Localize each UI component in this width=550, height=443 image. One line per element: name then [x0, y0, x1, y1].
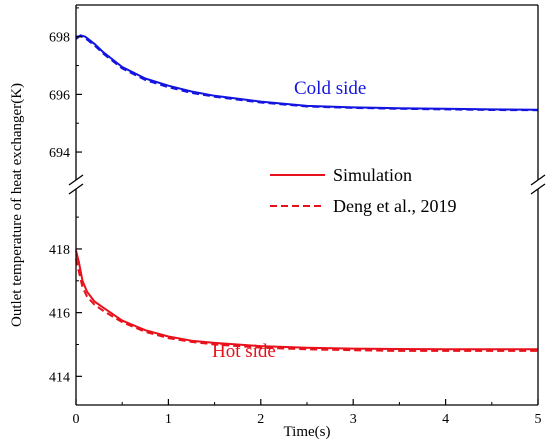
x-tick-label: 0 — [73, 412, 80, 427]
y-tick-label: 698 — [49, 31, 70, 46]
y-axis-title: Outlet temperature of heat exchanger(K) — [9, 83, 25, 327]
y-tick-label: 414 — [49, 370, 70, 385]
x-tick-label: 1 — [165, 412, 172, 427]
x-tick-label: 5 — [535, 412, 542, 427]
series-line-lower-dashed — [75, 258, 538, 352]
x-tick-label: 4 — [442, 412, 449, 427]
series-line-lower-solid — [75, 250, 538, 351]
x-tick-label: 2 — [257, 412, 264, 427]
legend-label: Simulation — [333, 165, 412, 185]
annotation-cold-side: Cold side — [294, 78, 366, 99]
axis-break-mark-left — [68, 174, 84, 186]
x-tick-label: 3 — [350, 412, 357, 427]
y-tick-label: 696 — [49, 88, 70, 103]
axis-break-mark-right — [530, 174, 546, 186]
y-tick-label: 694 — [49, 146, 70, 161]
legend-label: Deng et al., 2019 — [333, 196, 456, 216]
y-tick-label: 418 — [49, 243, 70, 258]
y-tick-label: 416 — [49, 307, 70, 322]
series-line-upper-dashed — [75, 35, 539, 112]
x-axis-title: Time(s) — [284, 424, 331, 440]
axis-break-mark-right — [530, 183, 546, 195]
axis-break-mark-left — [68, 183, 84, 195]
annotation-hot-side: Hot side — [212, 341, 276, 362]
